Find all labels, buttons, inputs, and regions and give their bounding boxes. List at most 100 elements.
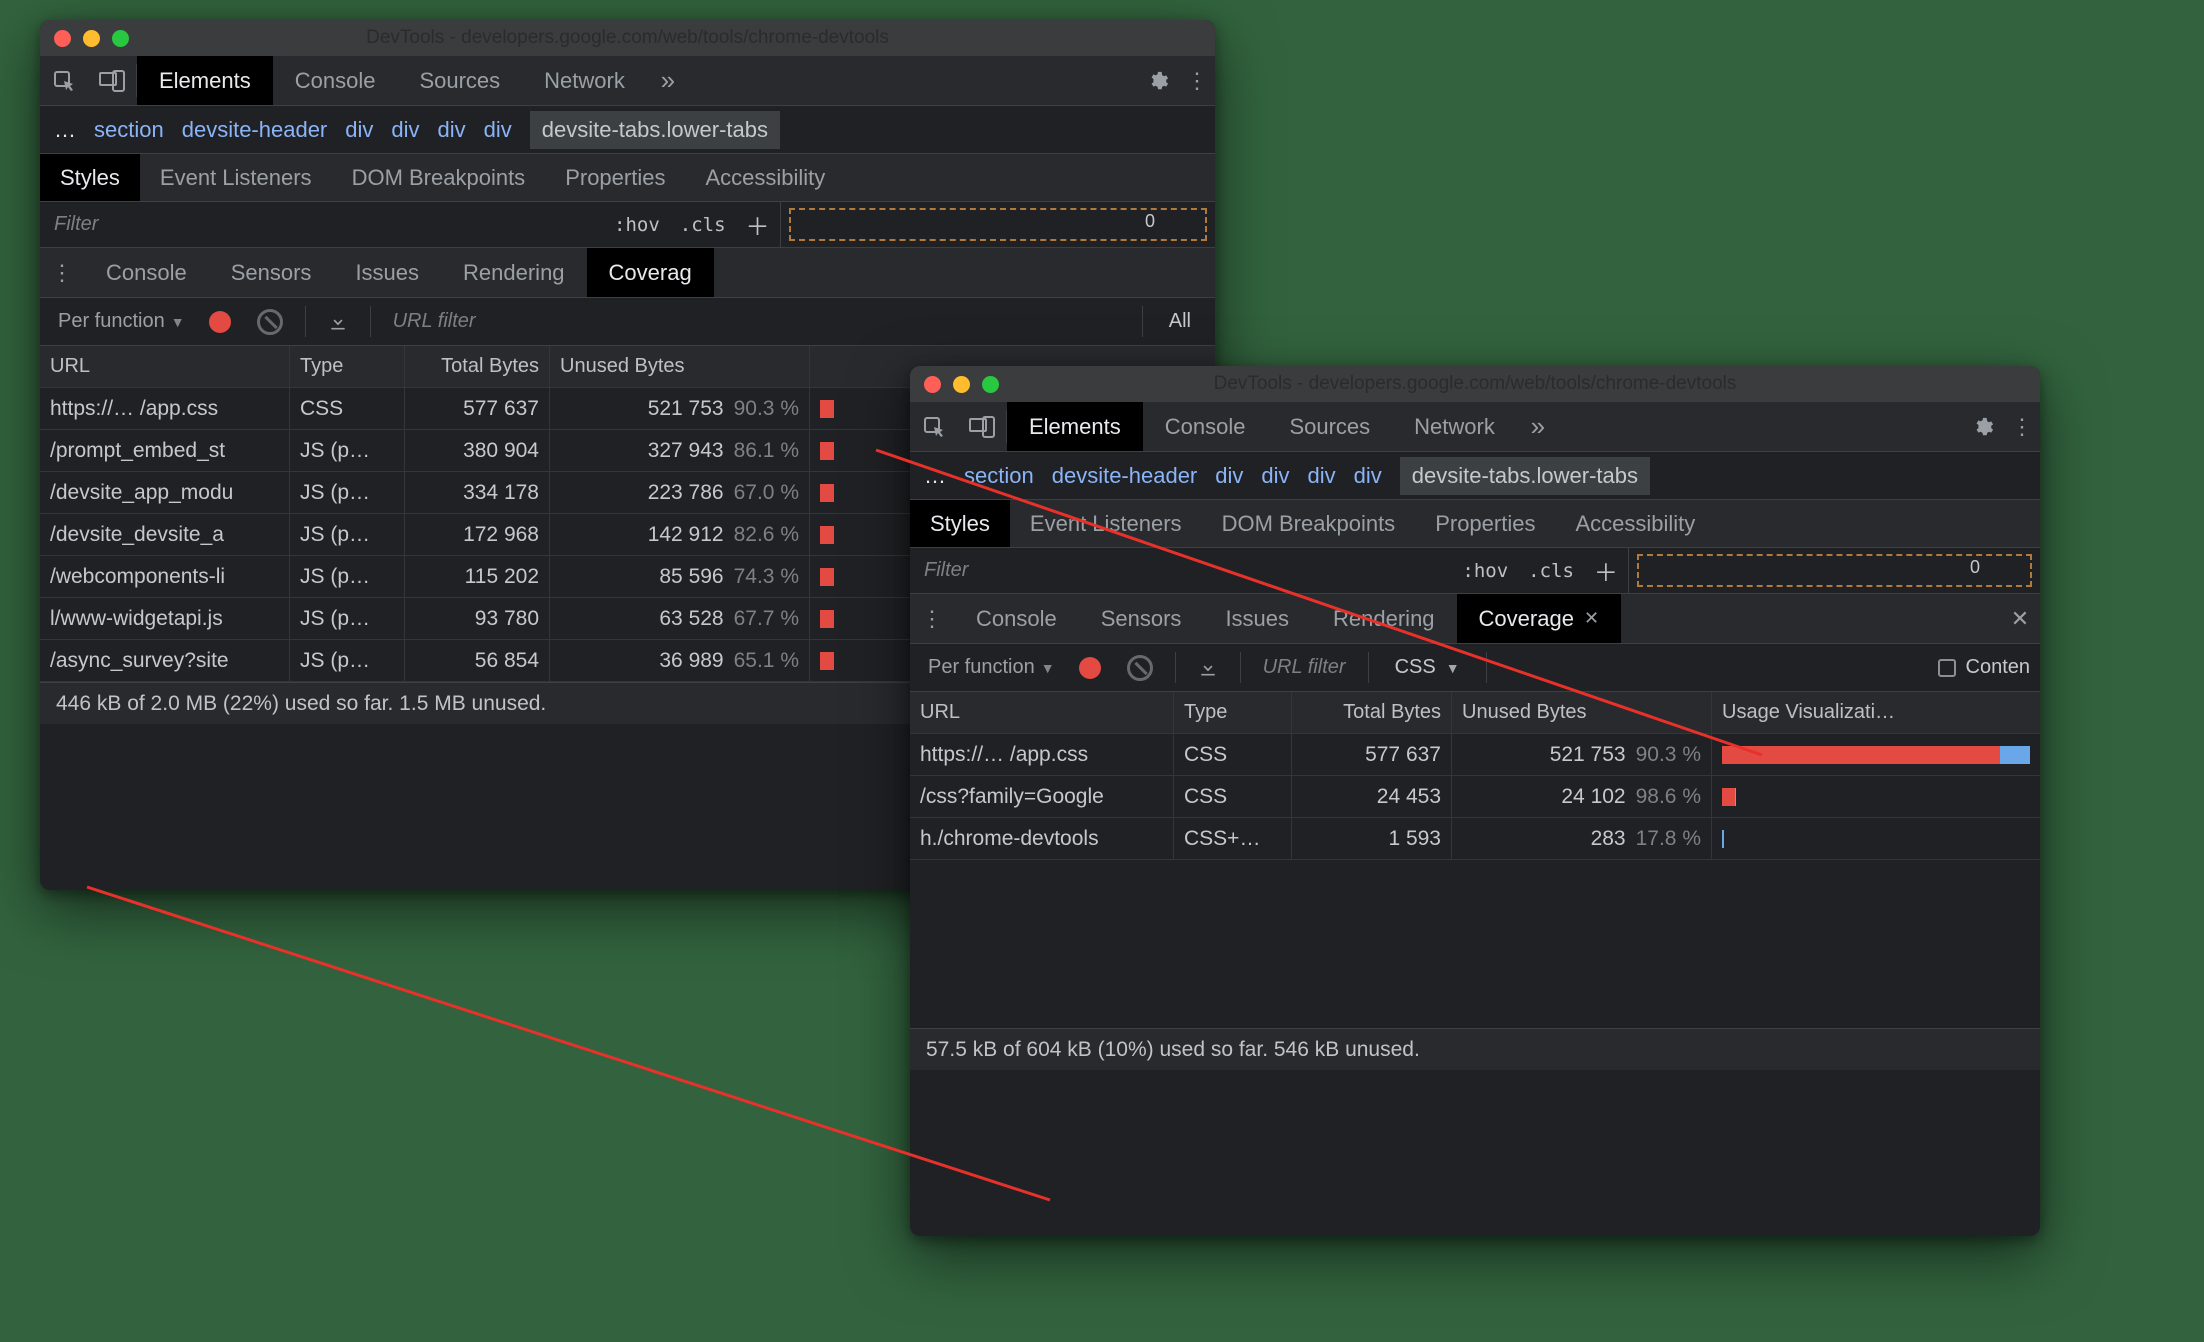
type-filter-select[interactable]: All bbox=[1155, 310, 1205, 333]
drawer-tab-issues[interactable]: Issues bbox=[333, 248, 441, 297]
col-viz[interactable]: Usage Visualizati… bbox=[1712, 692, 2040, 733]
drawer-tab-sensors[interactable]: Sensors bbox=[1079, 594, 1204, 643]
tab-sources[interactable]: Sources bbox=[397, 56, 522, 105]
drawer-tab-coverage[interactable]: Coverage✕ bbox=[1457, 594, 1621, 643]
tab-network[interactable]: Network bbox=[1392, 402, 1517, 451]
crumb-div[interactable]: div bbox=[1215, 463, 1243, 489]
export-icon[interactable] bbox=[1188, 658, 1228, 678]
record-icon[interactable] bbox=[1079, 657, 1101, 679]
crumb-current[interactable]: devsite-tabs.lower-tabs bbox=[530, 111, 780, 149]
clear-icon[interactable] bbox=[1127, 655, 1153, 681]
tab-sources[interactable]: Sources bbox=[1267, 402, 1392, 451]
crumb-div[interactable]: div bbox=[1261, 463, 1289, 489]
subtab-accessibility[interactable]: Accessibility bbox=[1555, 500, 1715, 547]
drawer-tab-console[interactable]: Console bbox=[84, 248, 209, 297]
device-toggle-icon[interactable] bbox=[958, 402, 1006, 451]
device-toggle-icon[interactable] bbox=[88, 56, 136, 105]
col-url[interactable]: URL bbox=[40, 346, 290, 387]
styles-filter-input[interactable]: Filter bbox=[40, 213, 604, 236]
col-url[interactable]: URL bbox=[910, 692, 1174, 733]
drawer-menu-icon[interactable]: ⋮ bbox=[910, 594, 954, 643]
crumb-div[interactable]: div bbox=[345, 117, 373, 143]
drawer-tab-sensors[interactable]: Sensors bbox=[209, 248, 334, 297]
url-filter-input[interactable]: URL filter bbox=[383, 310, 486, 333]
col-unused[interactable]: Unused Bytes bbox=[550, 346, 810, 387]
crumb-current[interactable]: devsite-tabs.lower-tabs bbox=[1400, 457, 1650, 495]
cell-total: 24 453 bbox=[1292, 776, 1452, 817]
settings-gear-icon[interactable] bbox=[1962, 402, 2004, 451]
subtab-styles[interactable]: Styles bbox=[910, 500, 1010, 547]
clear-icon[interactable] bbox=[257, 309, 283, 335]
drawer-menu-icon[interactable]: ⋮ bbox=[40, 248, 84, 297]
styles-filter-input[interactable]: Filter bbox=[910, 559, 1452, 582]
crumb-div[interactable]: div bbox=[1354, 463, 1382, 489]
crumb-section[interactable]: section bbox=[964, 463, 1034, 489]
drawer-tab-rendering[interactable]: Rendering bbox=[1311, 594, 1457, 643]
crumb-div[interactable]: div bbox=[391, 117, 419, 143]
tab-elements[interactable]: Elements bbox=[1007, 402, 1143, 451]
inspect-icon[interactable] bbox=[910, 402, 958, 451]
subtab-dom-breakpoints[interactable]: DOM Breakpoints bbox=[332, 154, 546, 201]
new-style-rule-icon[interactable]: ＋ bbox=[1584, 553, 1628, 588]
close-icon[interactable] bbox=[924, 376, 941, 393]
minimize-icon[interactable] bbox=[953, 376, 970, 393]
subtab-event-listeners[interactable]: Event Listeners bbox=[140, 154, 332, 201]
kebab-menu-icon[interactable]: ⋮ bbox=[2004, 402, 2040, 451]
crumb-div[interactable]: div bbox=[438, 117, 466, 143]
per-function-select[interactable]: Per function▼ bbox=[50, 310, 193, 333]
traffic-lights[interactable] bbox=[54, 30, 129, 47]
tab-console[interactable]: Console bbox=[273, 56, 398, 105]
per-function-select[interactable]: Per function▼ bbox=[920, 656, 1063, 679]
crumb-div[interactable]: div bbox=[484, 117, 512, 143]
breadcrumb-ellipsis[interactable]: … bbox=[54, 117, 76, 143]
export-icon[interactable] bbox=[318, 312, 358, 332]
traffic-lights[interactable] bbox=[924, 376, 999, 393]
tab-elements[interactable]: Elements bbox=[137, 56, 273, 105]
close-icon[interactable] bbox=[54, 30, 71, 47]
record-icon[interactable] bbox=[209, 311, 231, 333]
col-unused[interactable]: Unused Bytes bbox=[1452, 692, 1712, 733]
hov-toggle[interactable]: :hov bbox=[604, 214, 670, 236]
drawer-tab-issues[interactable]: Issues bbox=[1203, 594, 1311, 643]
subtab-accessibility[interactable]: Accessibility bbox=[685, 154, 845, 201]
subtab-event-listeners[interactable]: Event Listeners bbox=[1010, 500, 1202, 547]
new-style-rule-icon[interactable]: ＋ bbox=[736, 207, 780, 242]
subtab-styles[interactable]: Styles bbox=[40, 154, 140, 201]
cls-toggle[interactable]: .cls bbox=[670, 214, 736, 236]
zoom-icon[interactable] bbox=[982, 376, 999, 393]
settings-gear-icon[interactable] bbox=[1137, 56, 1179, 105]
subtab-properties[interactable]: Properties bbox=[1415, 500, 1555, 547]
inspect-icon[interactable] bbox=[40, 56, 88, 105]
col-type[interactable]: Type bbox=[1174, 692, 1292, 733]
breadcrumb-ellipsis[interactable]: … bbox=[924, 463, 946, 489]
drawer-tab-rendering[interactable]: Rendering bbox=[441, 248, 587, 297]
col-total[interactable]: Total Bytes bbox=[1292, 692, 1452, 733]
kebab-menu-icon[interactable]: ⋮ bbox=[1179, 56, 1215, 105]
close-tab-icon[interactable]: ✕ bbox=[1584, 608, 1599, 629]
zoom-icon[interactable] bbox=[112, 30, 129, 47]
minimize-icon[interactable] bbox=[83, 30, 100, 47]
tab-network[interactable]: Network bbox=[522, 56, 647, 105]
crumb-devsite-header[interactable]: devsite-header bbox=[1052, 463, 1198, 489]
drawer-tab-coverage[interactable]: Coverag bbox=[587, 248, 714, 297]
url-filter-input[interactable]: URL filter bbox=[1253, 656, 1356, 679]
col-total[interactable]: Total Bytes bbox=[405, 346, 550, 387]
close-drawer-icon[interactable]: ✕ bbox=[2000, 594, 2040, 643]
drawer-tab-console[interactable]: Console bbox=[954, 594, 1079, 643]
crumb-section[interactable]: section bbox=[94, 117, 164, 143]
crumb-div[interactable]: div bbox=[1308, 463, 1336, 489]
table-row[interactable]: h./chrome-devtoolsCSS+…1 59328317.8 % bbox=[910, 818, 2040, 860]
table-row[interactable]: https://… /app.cssCSS577 637521 75390.3 … bbox=[910, 734, 2040, 776]
table-row[interactable]: /css?family=GoogleCSS24 45324 10298.6 % bbox=[910, 776, 2040, 818]
cls-toggle[interactable]: .cls bbox=[1518, 560, 1584, 582]
more-tabs-icon[interactable]: » bbox=[1517, 402, 1559, 451]
crumb-devsite-header[interactable]: devsite-header bbox=[182, 117, 328, 143]
type-filter-select[interactable]: CSS▼ bbox=[1381, 656, 1474, 679]
subtab-dom-breakpoints[interactable]: DOM Breakpoints bbox=[1202, 500, 1416, 547]
col-type[interactable]: Type bbox=[290, 346, 405, 387]
subtab-properties[interactable]: Properties bbox=[545, 154, 685, 201]
content-scripts-checkbox[interactable]: Conten bbox=[1938, 656, 2031, 679]
tab-console[interactable]: Console bbox=[1143, 402, 1268, 451]
more-tabs-icon[interactable]: » bbox=[647, 56, 689, 105]
hov-toggle[interactable]: :hov bbox=[1452, 560, 1518, 582]
